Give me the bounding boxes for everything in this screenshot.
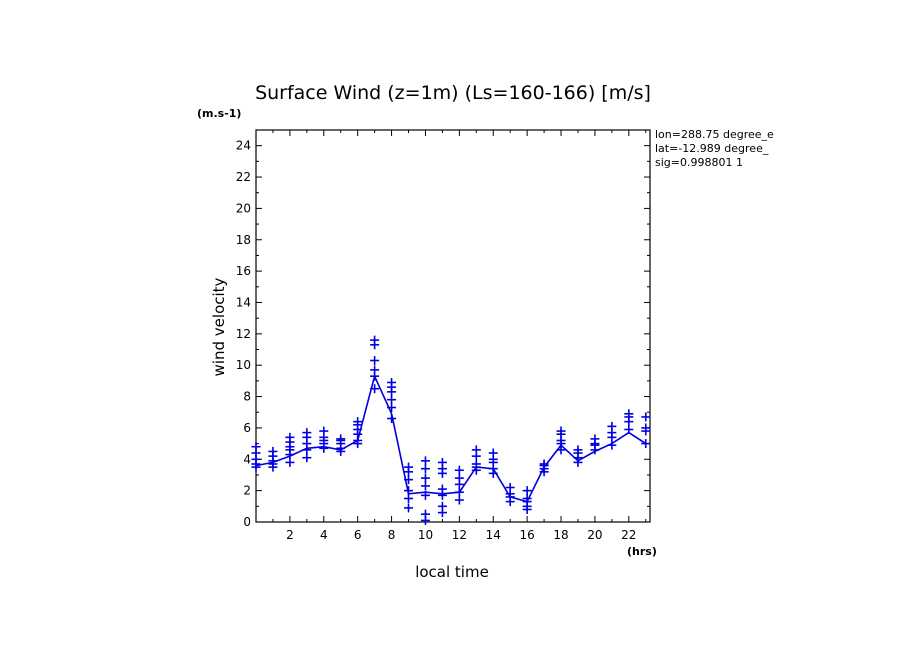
data-point xyxy=(370,335,380,345)
data-point xyxy=(285,432,295,442)
y-tick-label: 6 xyxy=(243,421,251,435)
y-tick-label: 16 xyxy=(236,264,251,278)
chart-title: Surface Wind (z=1m) (Ls=160-166) [m/s] xyxy=(255,82,651,104)
y-tick-label: 10 xyxy=(236,358,251,372)
data-point xyxy=(522,486,532,496)
data-point xyxy=(454,473,464,483)
data-point xyxy=(302,453,312,463)
y-tick-label: 22 xyxy=(236,170,251,184)
y-tick-label: 4 xyxy=(243,452,251,466)
x-tick-label: 14 xyxy=(486,528,501,542)
data-point xyxy=(590,434,600,444)
data-point xyxy=(420,464,430,474)
data-point xyxy=(437,501,447,511)
y-tick-label: 20 xyxy=(236,201,251,215)
data-point xyxy=(370,365,380,375)
data-point xyxy=(471,445,481,455)
x-tick-label: 4 xyxy=(320,528,328,542)
data-point xyxy=(302,428,312,438)
data-point xyxy=(641,412,651,422)
x-tick-label: 10 xyxy=(418,528,433,542)
data-point xyxy=(505,483,515,493)
mean-line xyxy=(255,373,647,503)
data-point xyxy=(488,448,498,458)
data-point xyxy=(556,426,566,436)
x-unit-label: (hrs) xyxy=(627,545,657,558)
y-tick-label: 8 xyxy=(243,390,251,404)
data-point xyxy=(573,445,583,455)
data-point xyxy=(437,484,447,494)
data-point xyxy=(641,423,651,433)
data-point xyxy=(319,426,329,436)
plot-frame xyxy=(255,129,651,523)
data-point xyxy=(268,446,278,456)
y-axis-label: wind velocity xyxy=(210,277,228,376)
data-point xyxy=(251,442,261,452)
y-tick-label: 24 xyxy=(236,139,251,153)
data-point xyxy=(454,465,464,475)
x-tick-label: 6 xyxy=(354,528,362,542)
data-point xyxy=(387,395,397,405)
y-unit-label: (m.s-1) xyxy=(197,107,241,120)
x-axis-label: local time xyxy=(415,563,489,581)
x-tick-label: 8 xyxy=(388,528,396,542)
data-point xyxy=(607,421,617,431)
data-point xyxy=(404,462,414,472)
data-point xyxy=(420,473,430,483)
data-point xyxy=(404,503,414,513)
info-sig: sig=0.998801 1 xyxy=(655,156,743,169)
x-tick-label: 2 xyxy=(286,528,294,542)
y-tick-label: 18 xyxy=(236,233,251,247)
data-point xyxy=(420,456,430,466)
data-point xyxy=(404,493,414,503)
data-point xyxy=(624,409,634,419)
x-tick-label: 12 xyxy=(452,528,467,542)
y-tick-label: 0 xyxy=(243,515,251,529)
data-point xyxy=(285,457,295,467)
x-tick-label: 16 xyxy=(519,528,534,542)
data-marks xyxy=(251,335,651,525)
data-point xyxy=(353,417,363,427)
info-lon: lon=288.75 degree_e xyxy=(655,128,774,141)
x-tick-label: 18 xyxy=(553,528,568,542)
y-tick-label: 14 xyxy=(236,295,251,309)
x-tick-label: 20 xyxy=(587,528,602,542)
info-lat: lat=-12.989 degree_ xyxy=(655,142,769,155)
data-point xyxy=(437,457,447,467)
y-tick-label: 2 xyxy=(243,484,251,498)
data-point xyxy=(420,509,430,519)
data-point xyxy=(336,434,346,444)
y-tick-label: 12 xyxy=(236,327,251,341)
data-point xyxy=(420,481,430,491)
data-point xyxy=(454,495,464,505)
data-point xyxy=(370,355,380,365)
x-tick-label: 22 xyxy=(621,528,636,542)
data-point xyxy=(387,377,397,387)
